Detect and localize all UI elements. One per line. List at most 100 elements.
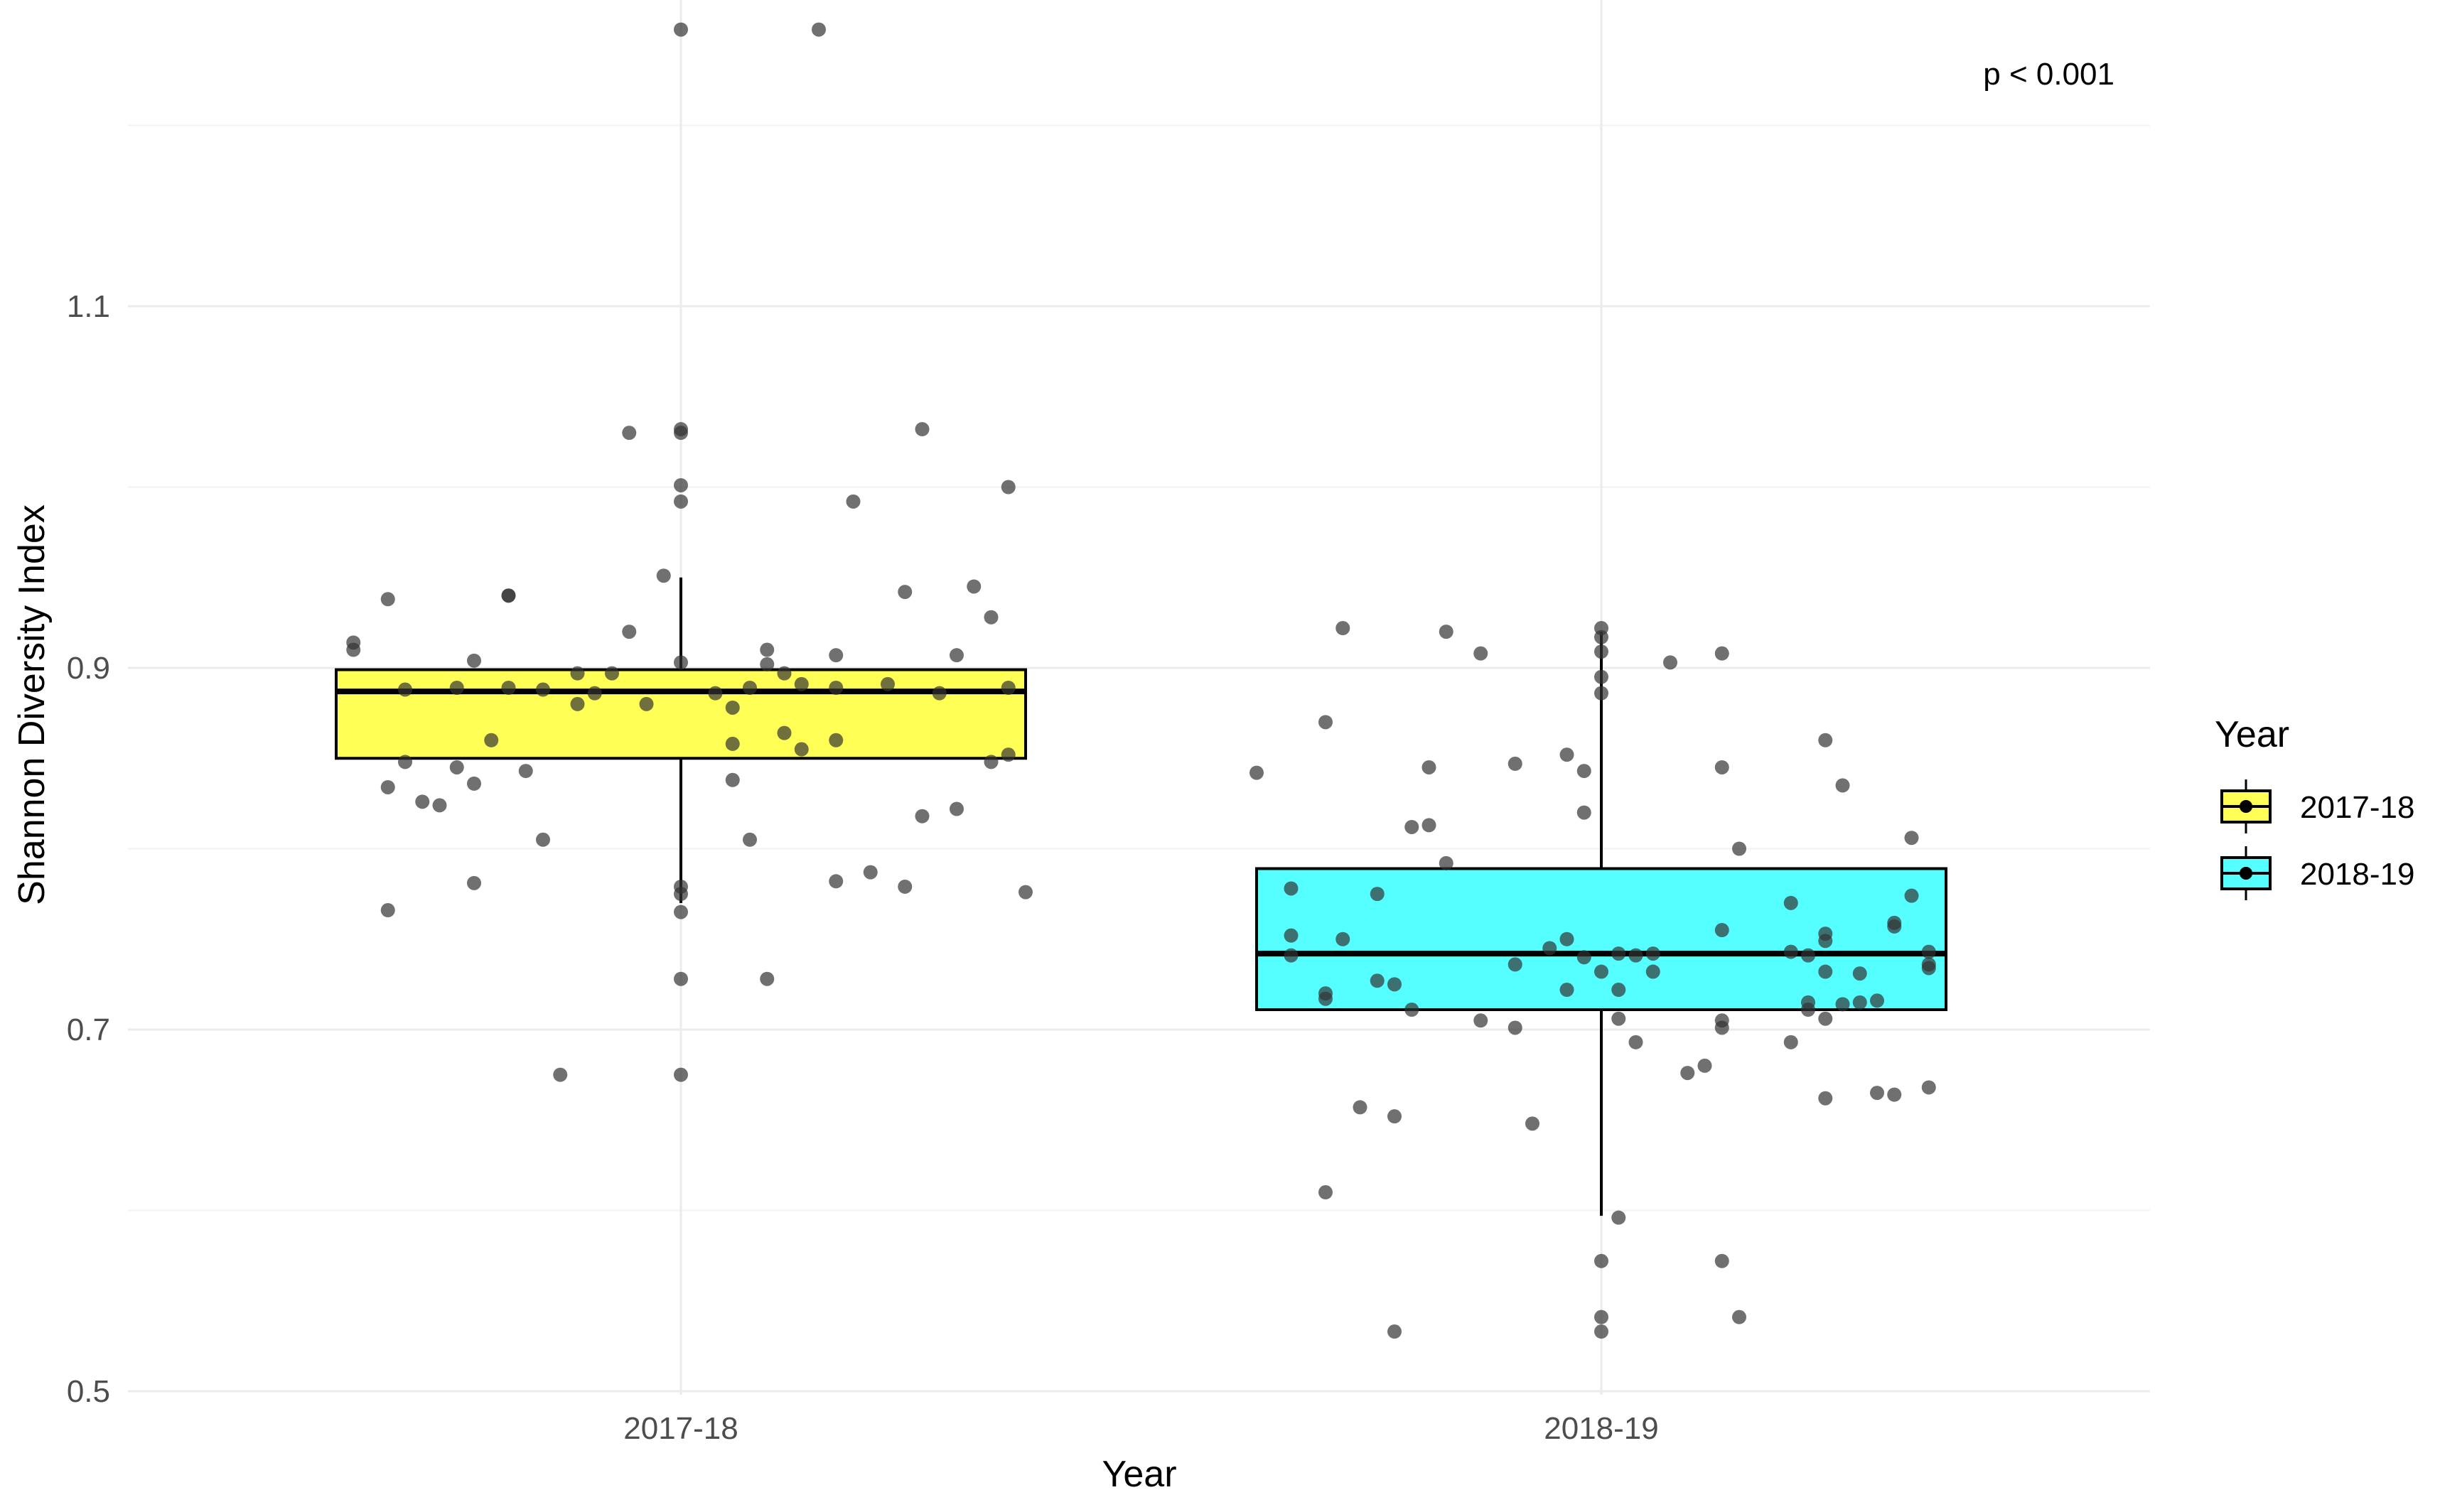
data-point bbox=[501, 588, 516, 603]
data-point bbox=[1594, 669, 1608, 684]
data-point bbox=[674, 655, 688, 670]
legend-key-point bbox=[2240, 800, 2252, 813]
data-point bbox=[449, 680, 464, 695]
data-point bbox=[1576, 805, 1591, 820]
data-point bbox=[1594, 644, 1608, 659]
data-point bbox=[950, 801, 964, 816]
data-point bbox=[984, 755, 999, 770]
data-point bbox=[553, 1067, 568, 1082]
legend: Year 2017-18 2018-19 bbox=[2215, 714, 2414, 900]
data-point bbox=[1611, 946, 1626, 961]
data-point bbox=[725, 736, 740, 751]
data-point bbox=[1645, 964, 1660, 979]
data-point bbox=[1001, 680, 1016, 695]
box-iqr bbox=[1255, 867, 1947, 1012]
legend-entry: 2017-18 bbox=[2220, 779, 2414, 833]
y-tick-label: 0.7 bbox=[67, 1012, 110, 1047]
data-point bbox=[1594, 1310, 1608, 1324]
data-point bbox=[1318, 1185, 1333, 1200]
data-point bbox=[467, 875, 481, 890]
data-point bbox=[1559, 932, 1574, 946]
data-point bbox=[932, 686, 947, 701]
y-tick-label: 0.5 bbox=[67, 1374, 110, 1409]
data-point bbox=[1001, 480, 1016, 495]
box-iqr bbox=[335, 668, 1027, 760]
data-point bbox=[1628, 1035, 1643, 1049]
data-point bbox=[1370, 973, 1385, 988]
data-point bbox=[1019, 885, 1033, 900]
data-point bbox=[449, 760, 464, 774]
data-point bbox=[1611, 983, 1626, 998]
data-point bbox=[1904, 831, 1919, 846]
data-point bbox=[674, 477, 688, 492]
data-point bbox=[1680, 1066, 1695, 1081]
y-tick-labels: 0.5 0.7 0.9 1.1 bbox=[67, 289, 110, 1409]
data-point bbox=[1887, 1087, 1902, 1102]
x-axis-title: Year bbox=[1102, 1454, 1176, 1495]
data-point bbox=[1507, 957, 1522, 972]
box-2018-19 bbox=[1255, 632, 1947, 1216]
data-point bbox=[829, 874, 844, 889]
data-point bbox=[760, 657, 775, 671]
data-point bbox=[674, 426, 688, 441]
data-point bbox=[398, 682, 412, 697]
data-point bbox=[536, 832, 550, 847]
data-point bbox=[674, 904, 688, 919]
data-point bbox=[846, 494, 861, 509]
data-point bbox=[1594, 964, 1608, 979]
data-point bbox=[1559, 983, 1574, 998]
data-point bbox=[1404, 1003, 1419, 1017]
data-point bbox=[1404, 819, 1419, 834]
data-point bbox=[1783, 895, 1798, 910]
data-point bbox=[346, 642, 361, 657]
data-point bbox=[1507, 1020, 1522, 1035]
data-point bbox=[1439, 625, 1453, 639]
data-point bbox=[1594, 1324, 1608, 1339]
data-point bbox=[794, 742, 809, 757]
data-point bbox=[674, 887, 688, 902]
data-point bbox=[829, 733, 844, 747]
data-point bbox=[898, 879, 913, 894]
data-point bbox=[1387, 1324, 1402, 1339]
data-point bbox=[587, 686, 602, 701]
data-point bbox=[1870, 1086, 1884, 1101]
x-tick-label: 2017-18 bbox=[623, 1411, 738, 1446]
data-point bbox=[518, 764, 533, 779]
data-point bbox=[760, 971, 775, 986]
data-point bbox=[708, 686, 723, 701]
data-point bbox=[380, 903, 395, 918]
data-point bbox=[380, 592, 395, 607]
data-point bbox=[1559, 747, 1574, 762]
data-point bbox=[570, 666, 585, 681]
data-point bbox=[570, 696, 585, 711]
legend-entry: 2018-19 bbox=[2220, 846, 2414, 900]
data-point bbox=[1473, 1013, 1488, 1028]
legend-title: Year bbox=[2215, 714, 2289, 755]
data-points bbox=[346, 22, 1936, 1339]
data-point bbox=[501, 680, 516, 695]
y-tick-label: 1.1 bbox=[67, 289, 110, 324]
data-point bbox=[881, 676, 895, 691]
data-point bbox=[674, 1067, 688, 1082]
data-point bbox=[1439, 855, 1453, 870]
data-point bbox=[743, 680, 757, 695]
data-point bbox=[777, 666, 792, 681]
data-point bbox=[915, 809, 930, 824]
data-point bbox=[1818, 964, 1833, 979]
legend-label: 2018-19 bbox=[2300, 857, 2414, 892]
data-point bbox=[1887, 915, 1902, 930]
data-point bbox=[1473, 646, 1488, 661]
legend-key-point bbox=[2240, 867, 2252, 880]
data-point bbox=[1284, 881, 1299, 896]
data-point bbox=[1783, 944, 1798, 959]
data-point bbox=[829, 648, 844, 663]
data-point bbox=[1714, 646, 1729, 661]
data-point bbox=[1542, 941, 1557, 956]
data-point bbox=[1507, 756, 1522, 771]
legend-label: 2017-18 bbox=[2300, 790, 2414, 825]
data-point bbox=[1249, 765, 1264, 780]
data-point bbox=[829, 680, 844, 695]
data-point bbox=[950, 648, 964, 663]
data-point bbox=[467, 653, 481, 668]
